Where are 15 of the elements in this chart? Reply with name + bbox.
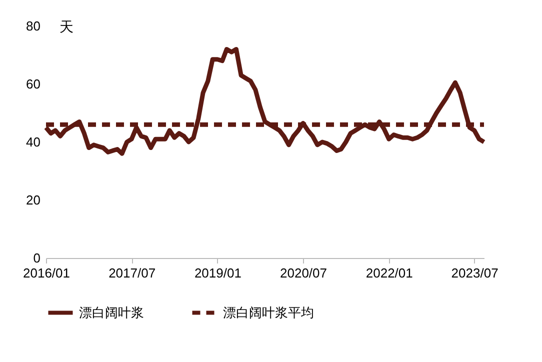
x-tick-label: 2020/07	[280, 266, 328, 280]
legend-label: 漂白阔叶浆平均	[223, 304, 314, 320]
x-tick-label: 2022/01	[366, 266, 413, 280]
y-tick-label: 80	[26, 18, 40, 34]
x-tick-label: 2017/07	[108, 266, 156, 280]
y-axis-title: 天	[60, 18, 74, 34]
y-tick-label: 0	[33, 250, 40, 266]
y-tick-label: 40	[26, 134, 40, 150]
x-tick-label: 2023/07	[451, 266, 498, 280]
x-tick-label: 2016/01	[23, 266, 70, 280]
line-series	[44, 46, 486, 156]
x-tick-label: 2019/01	[194, 266, 242, 280]
y-tick-label: 60	[26, 76, 40, 92]
y-tick-label: 20	[26, 192, 40, 208]
legend-label: 漂白阔叶浆	[79, 304, 144, 320]
